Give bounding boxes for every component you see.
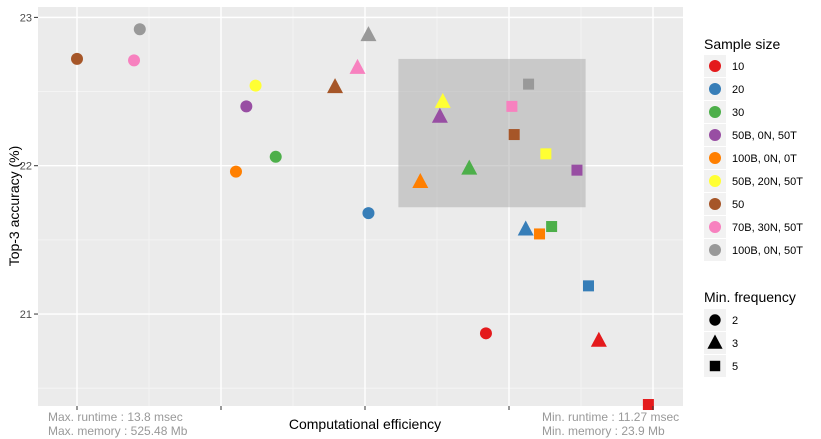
legend-color-label: 10	[732, 61, 744, 73]
min-memory-note: Min. memory : 23.9 Mb	[542, 424, 665, 438]
y-axis: 21 22 23	[20, 12, 38, 321]
data-point	[412, 173, 429, 189]
data-point	[360, 26, 377, 42]
max-memory-note: Max. memory : 525.48 Mb	[48, 424, 188, 438]
data-point	[249, 79, 262, 92]
data-point	[434, 92, 451, 108]
data-point	[269, 150, 282, 163]
data-point	[517, 220, 534, 236]
data-point	[327, 78, 344, 94]
legend-color-label: 20	[732, 84, 744, 96]
y-tick-label: 22	[20, 161, 32, 173]
legend-color-label: 50B, 20N, 50T	[732, 176, 803, 188]
data-point	[133, 23, 146, 36]
legend-color-label: 30	[732, 107, 744, 119]
legend-shape-label: 2	[732, 315, 738, 327]
legend-color-swatch	[709, 152, 721, 164]
legend-color-label: 100B, 0N, 50T	[732, 245, 803, 257]
data-point	[431, 107, 448, 123]
legend-color-label: 50B, 0N, 50T	[732, 130, 797, 142]
min-runtime-note: Min. runtime : 11.27 msec	[542, 410, 679, 424]
legend-color-swatch	[709, 198, 721, 210]
legend-shape-label: 3	[732, 338, 738, 350]
data-point	[546, 221, 558, 233]
legend-color-swatch	[709, 244, 721, 256]
data-point	[508, 129, 520, 141]
x-axis-title: Computational efficiency	[289, 416, 441, 432]
data-point	[349, 58, 366, 74]
data-point	[642, 399, 654, 411]
legend-color-swatch	[709, 106, 721, 118]
data-point	[540, 148, 552, 160]
y-axis-title: Top-3 accuracy (%)	[6, 146, 22, 267]
y-tick-label: 21	[20, 309, 32, 321]
legend-sample-size: Sample size 10 20 30 50B, 0N, 50T 100B, 0N, …	[704, 36, 803, 261]
data-point	[479, 327, 492, 340]
data-point	[362, 207, 375, 220]
data-point	[128, 54, 141, 67]
legend-color-label: 70B, 30N, 50T	[732, 222, 803, 234]
legend-color-swatch	[709, 83, 721, 95]
data-point	[461, 159, 478, 175]
legend-color-swatch	[709, 175, 721, 187]
data-point	[582, 280, 594, 292]
data-point	[590, 331, 607, 347]
data-point	[523, 78, 535, 90]
legend-color-label: 50	[732, 199, 744, 211]
y-tick-label: 23	[20, 12, 32, 24]
data-point	[506, 100, 518, 112]
legend-min-frequency: Min. frequency 2 3 5	[704, 289, 796, 377]
data-point	[571, 164, 583, 176]
x-axis	[76, 406, 654, 410]
legend-shape-label: 5	[732, 361, 738, 373]
legend-sample-size-title: Sample size	[704, 36, 780, 52]
legend-shape-square-icon	[709, 360, 721, 372]
legend-shape-triangle-icon	[707, 334, 723, 349]
legend-color-swatch	[709, 129, 721, 141]
max-runtime-note: Max. runtime : 13.8 msec	[48, 410, 183, 424]
legend-color-label: 100B, 0N, 0T	[732, 153, 797, 165]
legend-min-frequency-title: Min. frequency	[704, 289, 796, 305]
data-points	[71, 23, 654, 411]
data-point	[229, 165, 242, 178]
legend-color-swatch	[709, 60, 721, 72]
data-point	[534, 228, 546, 240]
data-point	[71, 52, 83, 65]
highlight-region	[398, 58, 586, 208]
legend-color-swatch	[709, 221, 721, 233]
legend-shape-circle-icon	[709, 314, 721, 326]
data-point	[240, 100, 253, 113]
